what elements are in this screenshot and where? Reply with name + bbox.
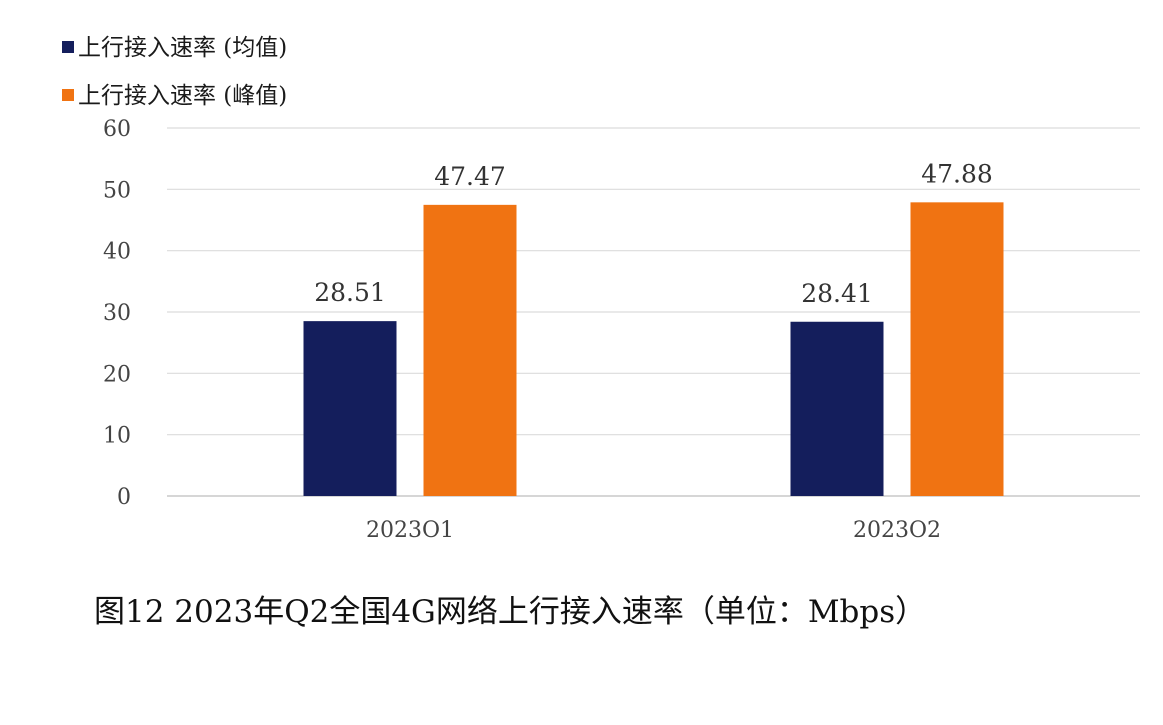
x-axis-categories: 2023O1 2023O2 (366, 518, 941, 543)
y-tick-label-40: 40 (103, 240, 131, 265)
bars (303, 202, 1004, 497)
x-category-label-2023O1: 2023O1 (366, 518, 454, 543)
bar-series1-2023O2 (790, 321, 884, 496)
y-tick-label-50: 50 (103, 178, 131, 203)
data-labels: 28.51 28.41 47.47 47.88 (314, 159, 993, 307)
y-tick-label-0: 0 (117, 485, 131, 510)
y-tick-label-20: 20 (103, 362, 131, 387)
y-tick-label-30: 30 (103, 301, 131, 326)
bar-series2-2023O1 (423, 204, 517, 497)
bar-series2-2023O2 (910, 202, 1004, 496)
data-label-series1-2023O2: 28.41 (801, 279, 873, 308)
legend-swatch-series1 (62, 41, 74, 53)
y-tick-label-60: 60 (103, 117, 131, 142)
x-category-label-2023O2: 2023O2 (853, 518, 941, 543)
bar-series1-2023O1 (303, 321, 397, 496)
legend-label-series2: 上行接入速率 (峰值) (78, 83, 287, 109)
y-tick-label-10: 10 (103, 424, 131, 449)
legend-swatch-series2 (62, 89, 74, 101)
data-label-series1-2023O1: 28.51 (314, 278, 386, 307)
legend: 上行接入速率 (均值) 上行接入速率 (峰值) (62, 35, 287, 109)
data-label-series2-2023O1: 47.47 (434, 162, 506, 191)
legend-label-series1: 上行接入速率 (均值) (78, 35, 287, 61)
y-axis-ticks: 0 10 20 30 40 50 60 (103, 117, 131, 510)
data-label-series2-2023O2: 47.88 (921, 159, 993, 188)
figure-caption: 图12 2023年Q2全国4G网络上行接入速率（单位：Mbps） (94, 594, 926, 630)
